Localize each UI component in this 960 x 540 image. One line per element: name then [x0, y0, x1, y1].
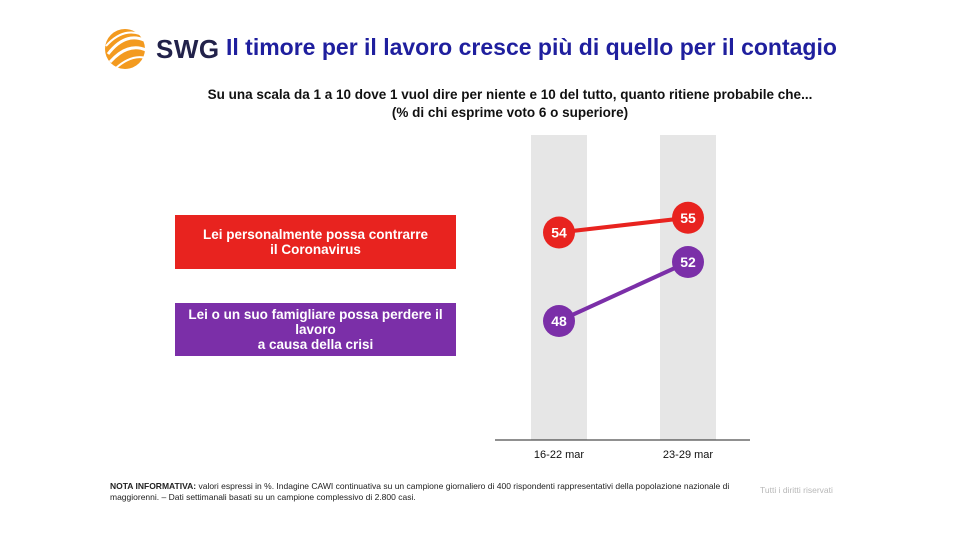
rights-notice: Tutti i diritti riservati — [760, 485, 833, 495]
data-label: 54 — [551, 225, 567, 241]
page-title: Il timore per il lavoro cresce più di qu… — [226, 34, 837, 60]
column-bg-1 — [660, 135, 716, 440]
series-line-0 — [558, 215, 689, 235]
footnote-label: NOTA INFORMATIVA: — [110, 481, 197, 491]
series-line-1 — [558, 260, 689, 323]
data-label: 48 — [551, 313, 567, 329]
legend-label-contagion: Lei personalmente possa contrarre il Cor… — [202, 227, 429, 257]
legend-contagion: Lei personalmente possa contrarre il Cor… — [175, 215, 456, 269]
data-point — [543, 216, 575, 249]
chart-subtitle: (% di chi esprime voto 6 o superiore) — [391, 105, 629, 120]
data-point — [672, 201, 704, 234]
legend-label-job-loss: Lei o un suo famigliare possa perdere il… — [188, 307, 443, 352]
column-bg-0 — [531, 135, 587, 440]
swg-logo-icon — [105, 29, 147, 69]
data-label: 52 — [680, 254, 696, 270]
data-point — [543, 305, 575, 337]
footnote: NOTA INFORMATIVA: valori espressi in %. … — [110, 481, 750, 503]
brand-name: SWG — [156, 34, 220, 64]
x-tick-label: 16-22 mar — [534, 449, 584, 461]
legend-job-loss: Lei o un suo famigliare possa perdere il… — [175, 303, 456, 356]
data-point — [672, 246, 704, 278]
chart-question: Su una scala da 1 a 10 dove 1 vuol dire … — [207, 87, 813, 102]
data-label: 55 — [680, 210, 696, 226]
footnote-text: valori espressi in %. Indagine CAWI cont… — [110, 481, 730, 502]
x-tick-label: 23-29 mar — [663, 449, 713, 461]
